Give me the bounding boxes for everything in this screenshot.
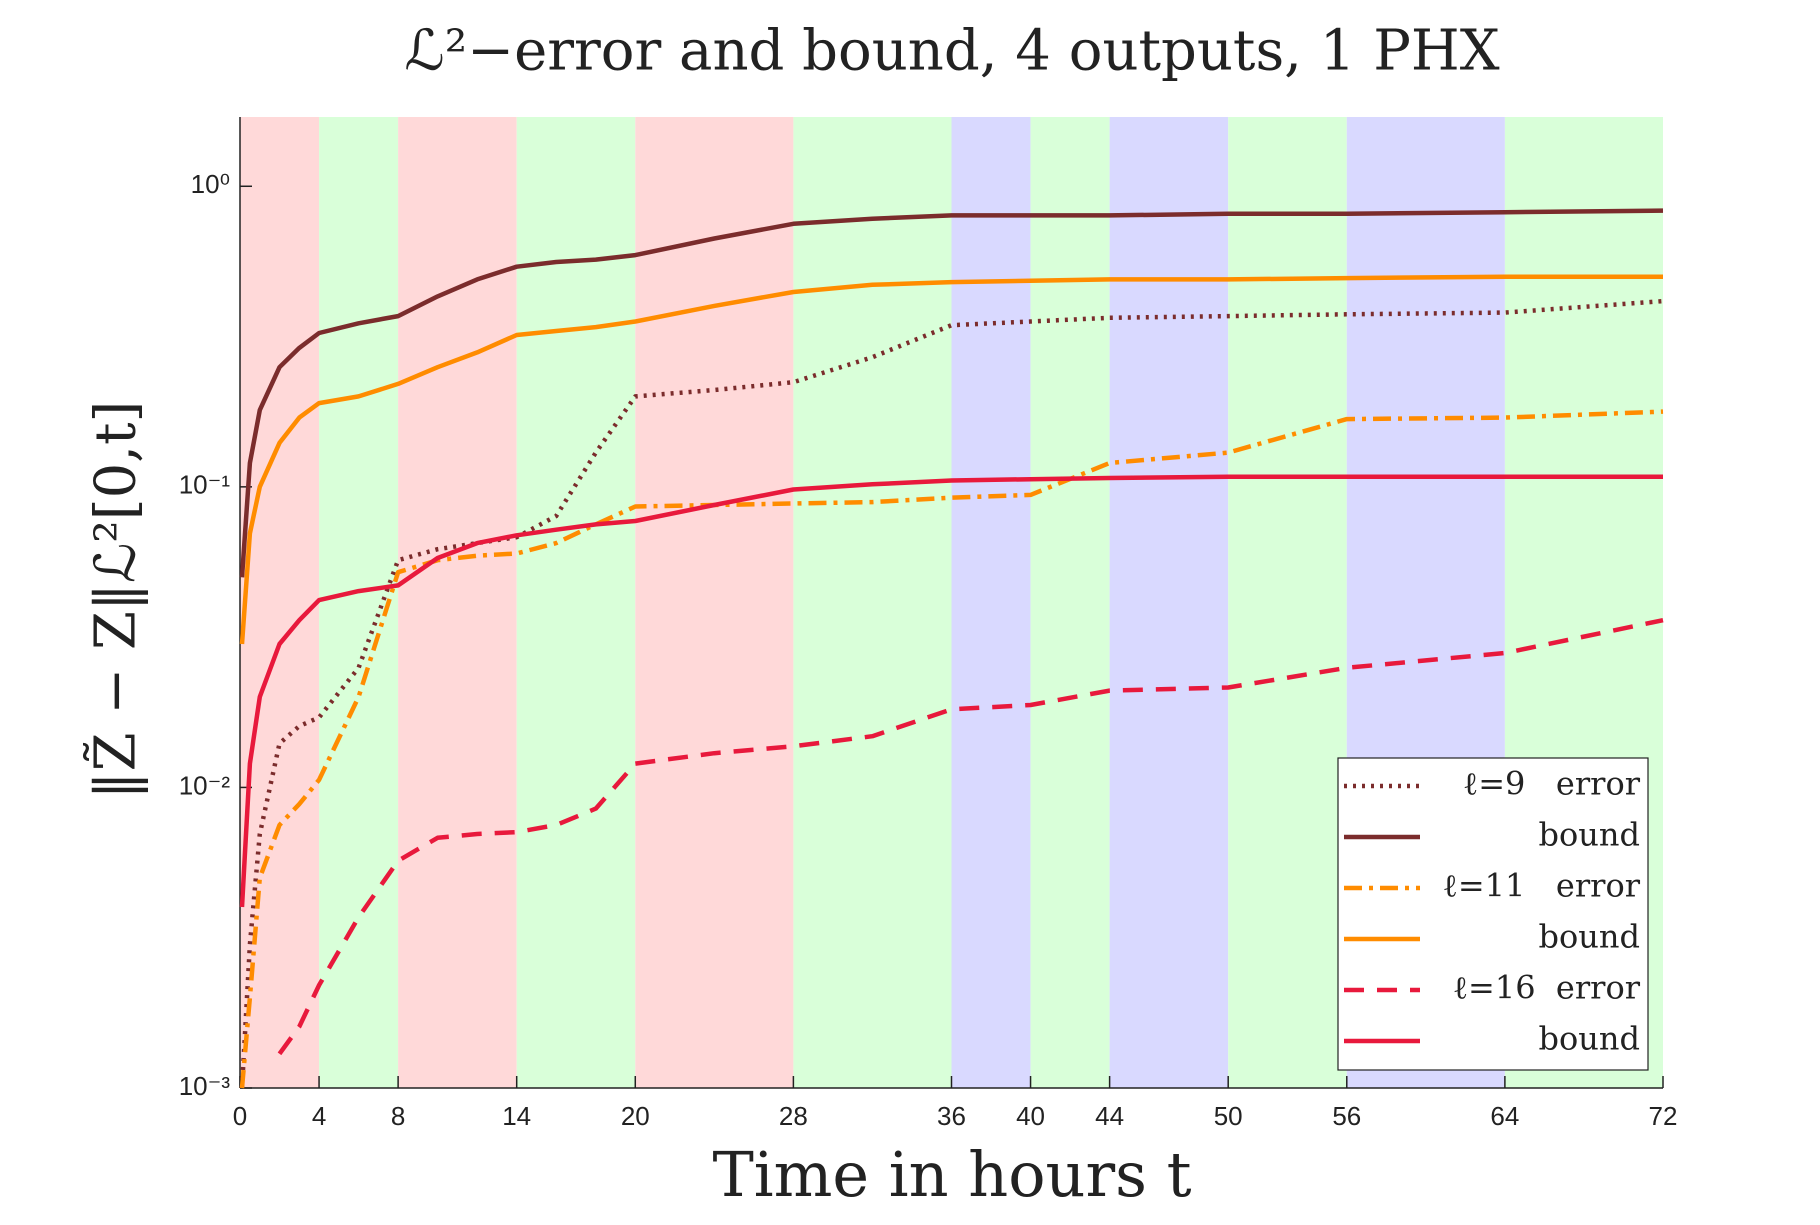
legend-box [1337, 757, 1649, 1071]
y-axis-label: ‖Z̃ − Z‖ℒ²[0,t] [82, 401, 148, 800]
x-tick-label: 36 [937, 1101, 966, 1131]
x-tick-label: 72 [1649, 1101, 1678, 1131]
background-region [793, 117, 952, 1088]
x-tick-label: 0 [233, 1101, 247, 1131]
x-tick-label: 14 [502, 1101, 531, 1131]
x-axis-label: Time in hours t [712, 1138, 1191, 1211]
y-tick-label: 10⁻² [179, 770, 231, 800]
x-tick-label: 50 [1214, 1101, 1243, 1131]
x-tick-label: 20 [621, 1101, 650, 1131]
series-line [239, 409, 1664, 1089]
series-line [239, 298, 1664, 1089]
y-tick-label: 10⁻³ [179, 1071, 231, 1101]
background-region [516, 117, 636, 1088]
legend-label: bound [1539, 1020, 1640, 1058]
background-region [951, 117, 1031, 1088]
background-region [635, 117, 794, 1088]
x-tick-label: 28 [779, 1101, 808, 1131]
series-line [239, 474, 1663, 908]
x-tick-label: 4 [312, 1101, 326, 1131]
background-region [1228, 117, 1347, 1088]
legend-label: ℓ=11 error [1443, 867, 1641, 905]
x-tick-label: 64 [1490, 1101, 1519, 1131]
legend-label: ℓ=9 error [1463, 765, 1641, 803]
chart-title: ℒ²−error and bound, 4 outputs, 1 PHX [404, 19, 1499, 84]
legend-label: bound [1539, 816, 1640, 854]
series-line [277, 617, 1664, 1056]
legend-label: bound [1539, 918, 1640, 956]
background-region [398, 117, 517, 1088]
legend-label: ℓ=16 error [1453, 969, 1641, 1007]
x-tick-label: 56 [1332, 1101, 1361, 1131]
background-region [1109, 117, 1229, 1088]
background-region [1030, 117, 1110, 1088]
y-tick-label: 10⁻¹ [179, 470, 231, 500]
series-line [239, 274, 1663, 645]
series-line [239, 208, 1664, 578]
x-tick-label: 44 [1095, 1101, 1124, 1131]
x-tick-label: 8 [391, 1101, 405, 1131]
y-tick-label: 10⁰ [191, 169, 230, 199]
x-tick-label: 40 [1016, 1101, 1045, 1131]
background-region [319, 117, 399, 1088]
